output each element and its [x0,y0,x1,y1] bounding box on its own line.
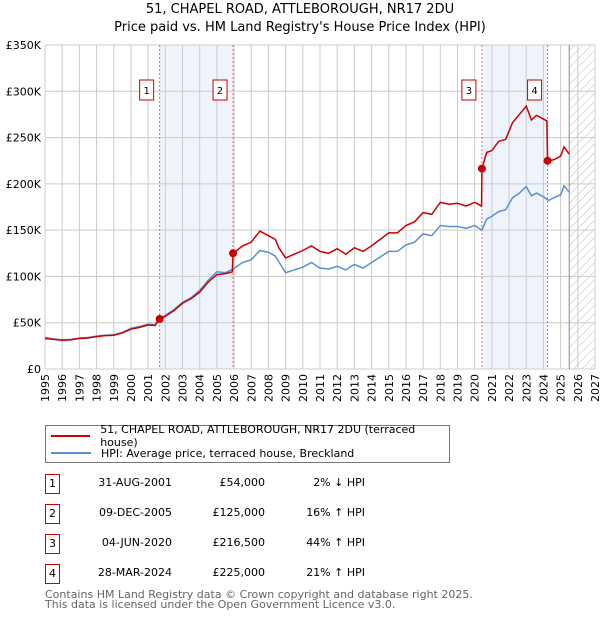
x-tick-label: 2027 [589,374,600,402]
sale-point [155,315,164,324]
x-tick-label: 2025 [555,374,568,402]
x-tick-label: 2017 [417,374,430,402]
legend-hpi-label: HPI: Average price, terraced house, Brec… [101,446,355,460]
x-tick-label: 2022 [503,374,516,402]
sale-row: 4 28-MAR-2024 £225,000 21% ↑ HPI [45,564,465,584]
x-tick-label: 2000 [125,374,138,402]
legend-property-swatch [51,435,91,437]
sale-point [229,249,238,258]
chart-title: 51, CHAPEL ROAD, ATTLEBOROUGH, NR17 2DU [145,2,455,17]
x-tick-label: 2002 [159,374,172,402]
sale-price: £125,000 [212,506,266,519]
x-tick-label: 2015 [383,374,396,402]
forecast-hatch [569,45,595,369]
price-chart: 1995 1996 1997 1998 1999 2000 2001 2002 2003 2004… [6,39,600,402]
x-tick-label: 2014 [366,374,379,402]
x-tick-label: 2016 [400,374,413,402]
sale-hpi-diff: 21% ↑ HPI [306,566,365,579]
hpi-line [44,184,570,341]
sale-date: 31-AUG-2001 [98,476,172,489]
sale-price: £54,000 [219,476,266,489]
x-tick-label: 1997 [73,374,86,402]
sale-date: 09-DEC-2005 [98,506,172,519]
y-tick-label: £200K [6,178,42,191]
x-tick-label: 2001 [142,374,155,402]
property-price-line [44,104,570,342]
sale-label-box [527,79,543,101]
y-tick-label: £300K [6,85,42,98]
x-tick-label: 2004 [194,374,207,402]
sale-label-box [212,79,228,101]
sale-row: 3 04-JUN-2020 £216,500 44% ↑ HPI [45,534,465,554]
footer: Contains HM Land Registry data © Crown c… [45,588,473,611]
x-tick-label: 2007 [245,374,258,402]
footer-licence: This data is licensed under the Open Gov… [45,598,396,611]
sale-label: 4 [531,86,537,97]
x-tick-label: 2009 [280,374,293,402]
x-tick-label: 2018 [434,374,447,402]
x-tick-label: 2021 [486,374,499,402]
x-tick-label: 2011 [314,374,327,402]
y-tick-label: £350K [6,39,42,52]
legend-hpi-swatch [51,452,91,454]
sale-number-badge: 3 [45,534,60,554]
sale-price: £216,500 [212,536,266,549]
sale-date: 28-MAR-2024 [97,566,172,579]
sale-row: 2 09-DEC-2005 £125,000 16% ↑ HPI [45,504,465,524]
y-tick-label: £100K [6,270,42,283]
x-tick-label: 2008 [262,374,275,402]
sale-number-badge: 2 [45,504,60,524]
x-tick-label: 2019 [452,374,465,402]
chart-subtitle: Price paid vs. HM Land Registry's House … [114,20,486,35]
sale-label: 2 [217,86,223,97]
sale-hpi-diff: 2% ↓ HPI [313,476,365,489]
x-tick-label: 1998 [91,374,104,402]
sale-label-box [139,79,155,101]
x-tick-label: 1999 [108,374,121,402]
sale-number-badge: 4 [45,564,60,584]
x-tick-label: 2024 [537,374,550,402]
x-tick-label: 2026 [572,374,585,402]
y-tick-label: £50K [13,317,42,330]
x-tick-label: 2013 [348,374,361,402]
x-tick-label: 1995 [39,374,52,402]
legend: 51, CHAPEL ROAD, ATTLEBOROUGH, NR17 2DU … [45,423,450,463]
y-tick-label: £150K [6,224,42,237]
x-tick-label: 2012 [331,374,344,402]
sale-row: 1 31-AUG-2001 £54,000 2% ↓ HPI [45,474,465,494]
x-tick-label: 1996 [56,374,69,402]
legend-property-label: 51, CHAPEL ROAD, ATTLEBOROUGH, NR17 2DU … [100,423,416,449]
x-tick-label: 2003 [177,374,190,402]
x-tick-label: 2010 [297,374,310,402]
sale-number-badge: 1 [45,474,60,494]
x-tick-label: 2023 [520,374,533,402]
sale-hpi-diff: 16% ↑ HPI [306,506,365,519]
sale-price: £225,000 [212,566,266,579]
x-tick-label: 2005 [211,374,224,402]
y-tick-label: £250K [6,132,42,145]
sale-point [477,164,486,173]
x-tick-label: 2020 [469,374,482,402]
sale-point [543,156,552,165]
sale-label-box [461,79,477,101]
sale-date: 04-JUN-2020 [101,536,172,549]
sale-label: 1 [143,86,149,97]
sale-hpi-diff: 44% ↑ HPI [306,536,365,549]
sale-label: 3 [466,86,472,97]
y-tick-label: £0 [27,363,41,376]
footer-copyright: Contains HM Land Registry data © Crown c… [45,588,473,601]
x-tick-label: 2006 [228,374,241,402]
